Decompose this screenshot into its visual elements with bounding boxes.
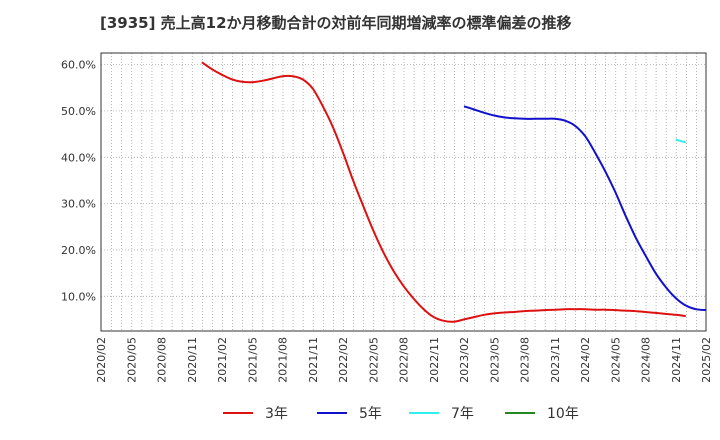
- y-tick-label: 60.0%: [61, 59, 96, 72]
- x-tick-label: 2023/11: [549, 337, 562, 383]
- y-tick-label: 10.0%: [61, 290, 96, 303]
- x-tick-label: 2023/05: [488, 337, 501, 383]
- series-lines: [201, 61, 707, 323]
- series-line-2: [463, 105, 707, 312]
- x-tick-label: 2022/02: [337, 337, 350, 383]
- x-axis-tick-labels: 2020/02 2020/05 2020/08 2020/11 2021/02 2021/…: [95, 337, 713, 383]
- y-tick-label: 20.0%: [61, 244, 96, 257]
- y-axis-tick-labels: 10.0% 20.0% 30.0% 40.0% 50.0% 60.0%: [61, 59, 96, 304]
- x-tick-label: 2022/11: [428, 337, 441, 383]
- series-line-3: [675, 138, 687, 144]
- vertical-gridlines: [111, 53, 697, 331]
- horizontal-gridlines: [101, 64, 706, 297]
- legend-label: 10年: [547, 406, 579, 422]
- x-tick-label: 2024/11: [670, 337, 683, 383]
- x-tick-label: 2023/02: [458, 337, 471, 383]
- x-tick-label: 2022/08: [398, 337, 411, 383]
- x-tick-label: 2024/02: [579, 337, 592, 383]
- legend-label: 5年: [359, 406, 382, 422]
- x-tick-label: 2020/11: [186, 337, 199, 383]
- x-tick-label: 2024/05: [609, 337, 622, 383]
- x-tick-label: 2021/05: [246, 337, 259, 383]
- series-line-1: [201, 61, 686, 323]
- x-tick-label: 2020/02: [95, 337, 108, 383]
- y-tick-label: 40.0%: [61, 151, 96, 164]
- x-tick-label: 2021/02: [216, 337, 229, 383]
- legend: 3年 5年 7年 10年: [223, 406, 579, 422]
- x-tick-label: 2024/08: [640, 337, 653, 383]
- y-tick-label: 50.0%: [61, 105, 96, 118]
- x-tick-label: 2021/11: [307, 337, 320, 383]
- x-tick-label: 2020/05: [125, 337, 138, 383]
- y-tick-label: 30.0%: [61, 198, 96, 211]
- plot-border: [100, 52, 707, 332]
- x-tick-label: 2020/08: [156, 337, 169, 383]
- legend-label: 7年: [451, 406, 474, 422]
- x-tick-label: 2022/05: [367, 337, 380, 383]
- legend-label: 3年: [265, 406, 288, 422]
- x-tick-label: 2021/08: [277, 337, 290, 383]
- chart-title: [3935] 売上高12か月移動合計の対前年同期増減率の標準偏差の推移: [100, 14, 572, 32]
- x-tick-label: 2025/02: [700, 337, 713, 383]
- x-tick-label: 2023/08: [519, 337, 532, 383]
